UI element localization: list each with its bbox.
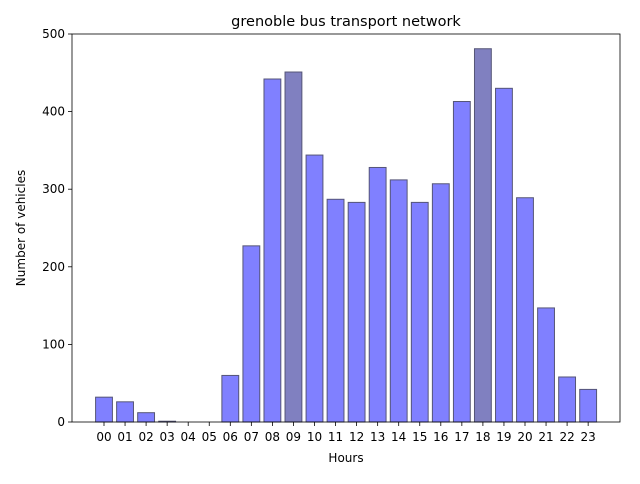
x-tick-label-02: 02 bbox=[138, 430, 153, 444]
y-tick-label-500: 500 bbox=[42, 27, 65, 41]
x-tick-label-10: 10 bbox=[307, 430, 322, 444]
y-axis-label: Number of vehicles bbox=[14, 170, 28, 286]
bar-02 bbox=[137, 412, 156, 423]
x-tick-label-21: 21 bbox=[538, 430, 553, 444]
x-tick-label-16: 16 bbox=[433, 430, 448, 444]
bar-09 bbox=[284, 71, 303, 423]
x-tick-label-15: 15 bbox=[412, 430, 427, 444]
bar-20 bbox=[516, 197, 534, 423]
x-tick-label-20: 20 bbox=[517, 430, 532, 444]
x-tick-label-17: 17 bbox=[454, 430, 469, 444]
chart-title: grenoble bus transport network bbox=[231, 14, 461, 30]
x-tick-label-06: 06 bbox=[223, 430, 238, 444]
x-tick-label-23: 23 bbox=[581, 430, 596, 444]
y-tick-label-300: 300 bbox=[42, 182, 65, 196]
bar-22 bbox=[558, 376, 577, 423]
x-tick-label-07: 07 bbox=[244, 430, 259, 444]
x-tick-label-12: 12 bbox=[349, 430, 364, 444]
bar-15 bbox=[410, 201, 429, 423]
y-tick-label-400: 400 bbox=[42, 105, 65, 119]
bar-16 bbox=[431, 183, 450, 423]
bar-12 bbox=[347, 201, 366, 423]
bar-18 bbox=[473, 48, 492, 423]
x-tick-label-08: 08 bbox=[265, 430, 280, 444]
x-tick-label-18: 18 bbox=[475, 430, 490, 444]
bar-13 bbox=[368, 166, 387, 423]
x-tick-label-03: 03 bbox=[160, 430, 175, 444]
x-tick-label-19: 19 bbox=[496, 430, 511, 444]
x-axis-label: Hours bbox=[328, 451, 363, 465]
bar-17 bbox=[452, 101, 471, 423]
x-tick-label-22: 22 bbox=[559, 430, 574, 444]
x-tick-label-13: 13 bbox=[370, 430, 385, 444]
bar-06 bbox=[221, 374, 240, 423]
x-tick-label-11: 11 bbox=[328, 430, 343, 444]
bar-07 bbox=[242, 245, 261, 423]
bar-23 bbox=[579, 388, 598, 423]
bar-08 bbox=[263, 78, 282, 423]
bars-layer bbox=[95, 48, 598, 423]
y-tick-label-200: 200 bbox=[42, 260, 65, 274]
x-tick-label-09: 09 bbox=[286, 430, 301, 444]
bar-00 bbox=[95, 396, 113, 423]
plot-frame bbox=[71, 33, 621, 423]
bar-21 bbox=[537, 307, 555, 423]
x-tick-label-05: 05 bbox=[202, 430, 217, 444]
bar-01 bbox=[116, 401, 134, 423]
bar-10 bbox=[305, 154, 324, 423]
bar-11 bbox=[326, 198, 345, 423]
x-tick-label-00: 00 bbox=[96, 430, 111, 444]
bar-19 bbox=[495, 87, 513, 423]
y-tick-label-100: 100 bbox=[42, 337, 65, 351]
axes-layer: 0 100 200 300 400 500 00 01 02 03 04 05 06 07 08 09 10 11… bbox=[42, 27, 621, 444]
x-tick-label-04: 04 bbox=[181, 430, 196, 444]
x-tick-label-14: 14 bbox=[391, 430, 406, 444]
x-tick-label-01: 01 bbox=[117, 430, 132, 444]
y-tick-label-0: 0 bbox=[57, 415, 65, 429]
bar-14 bbox=[389, 179, 408, 423]
